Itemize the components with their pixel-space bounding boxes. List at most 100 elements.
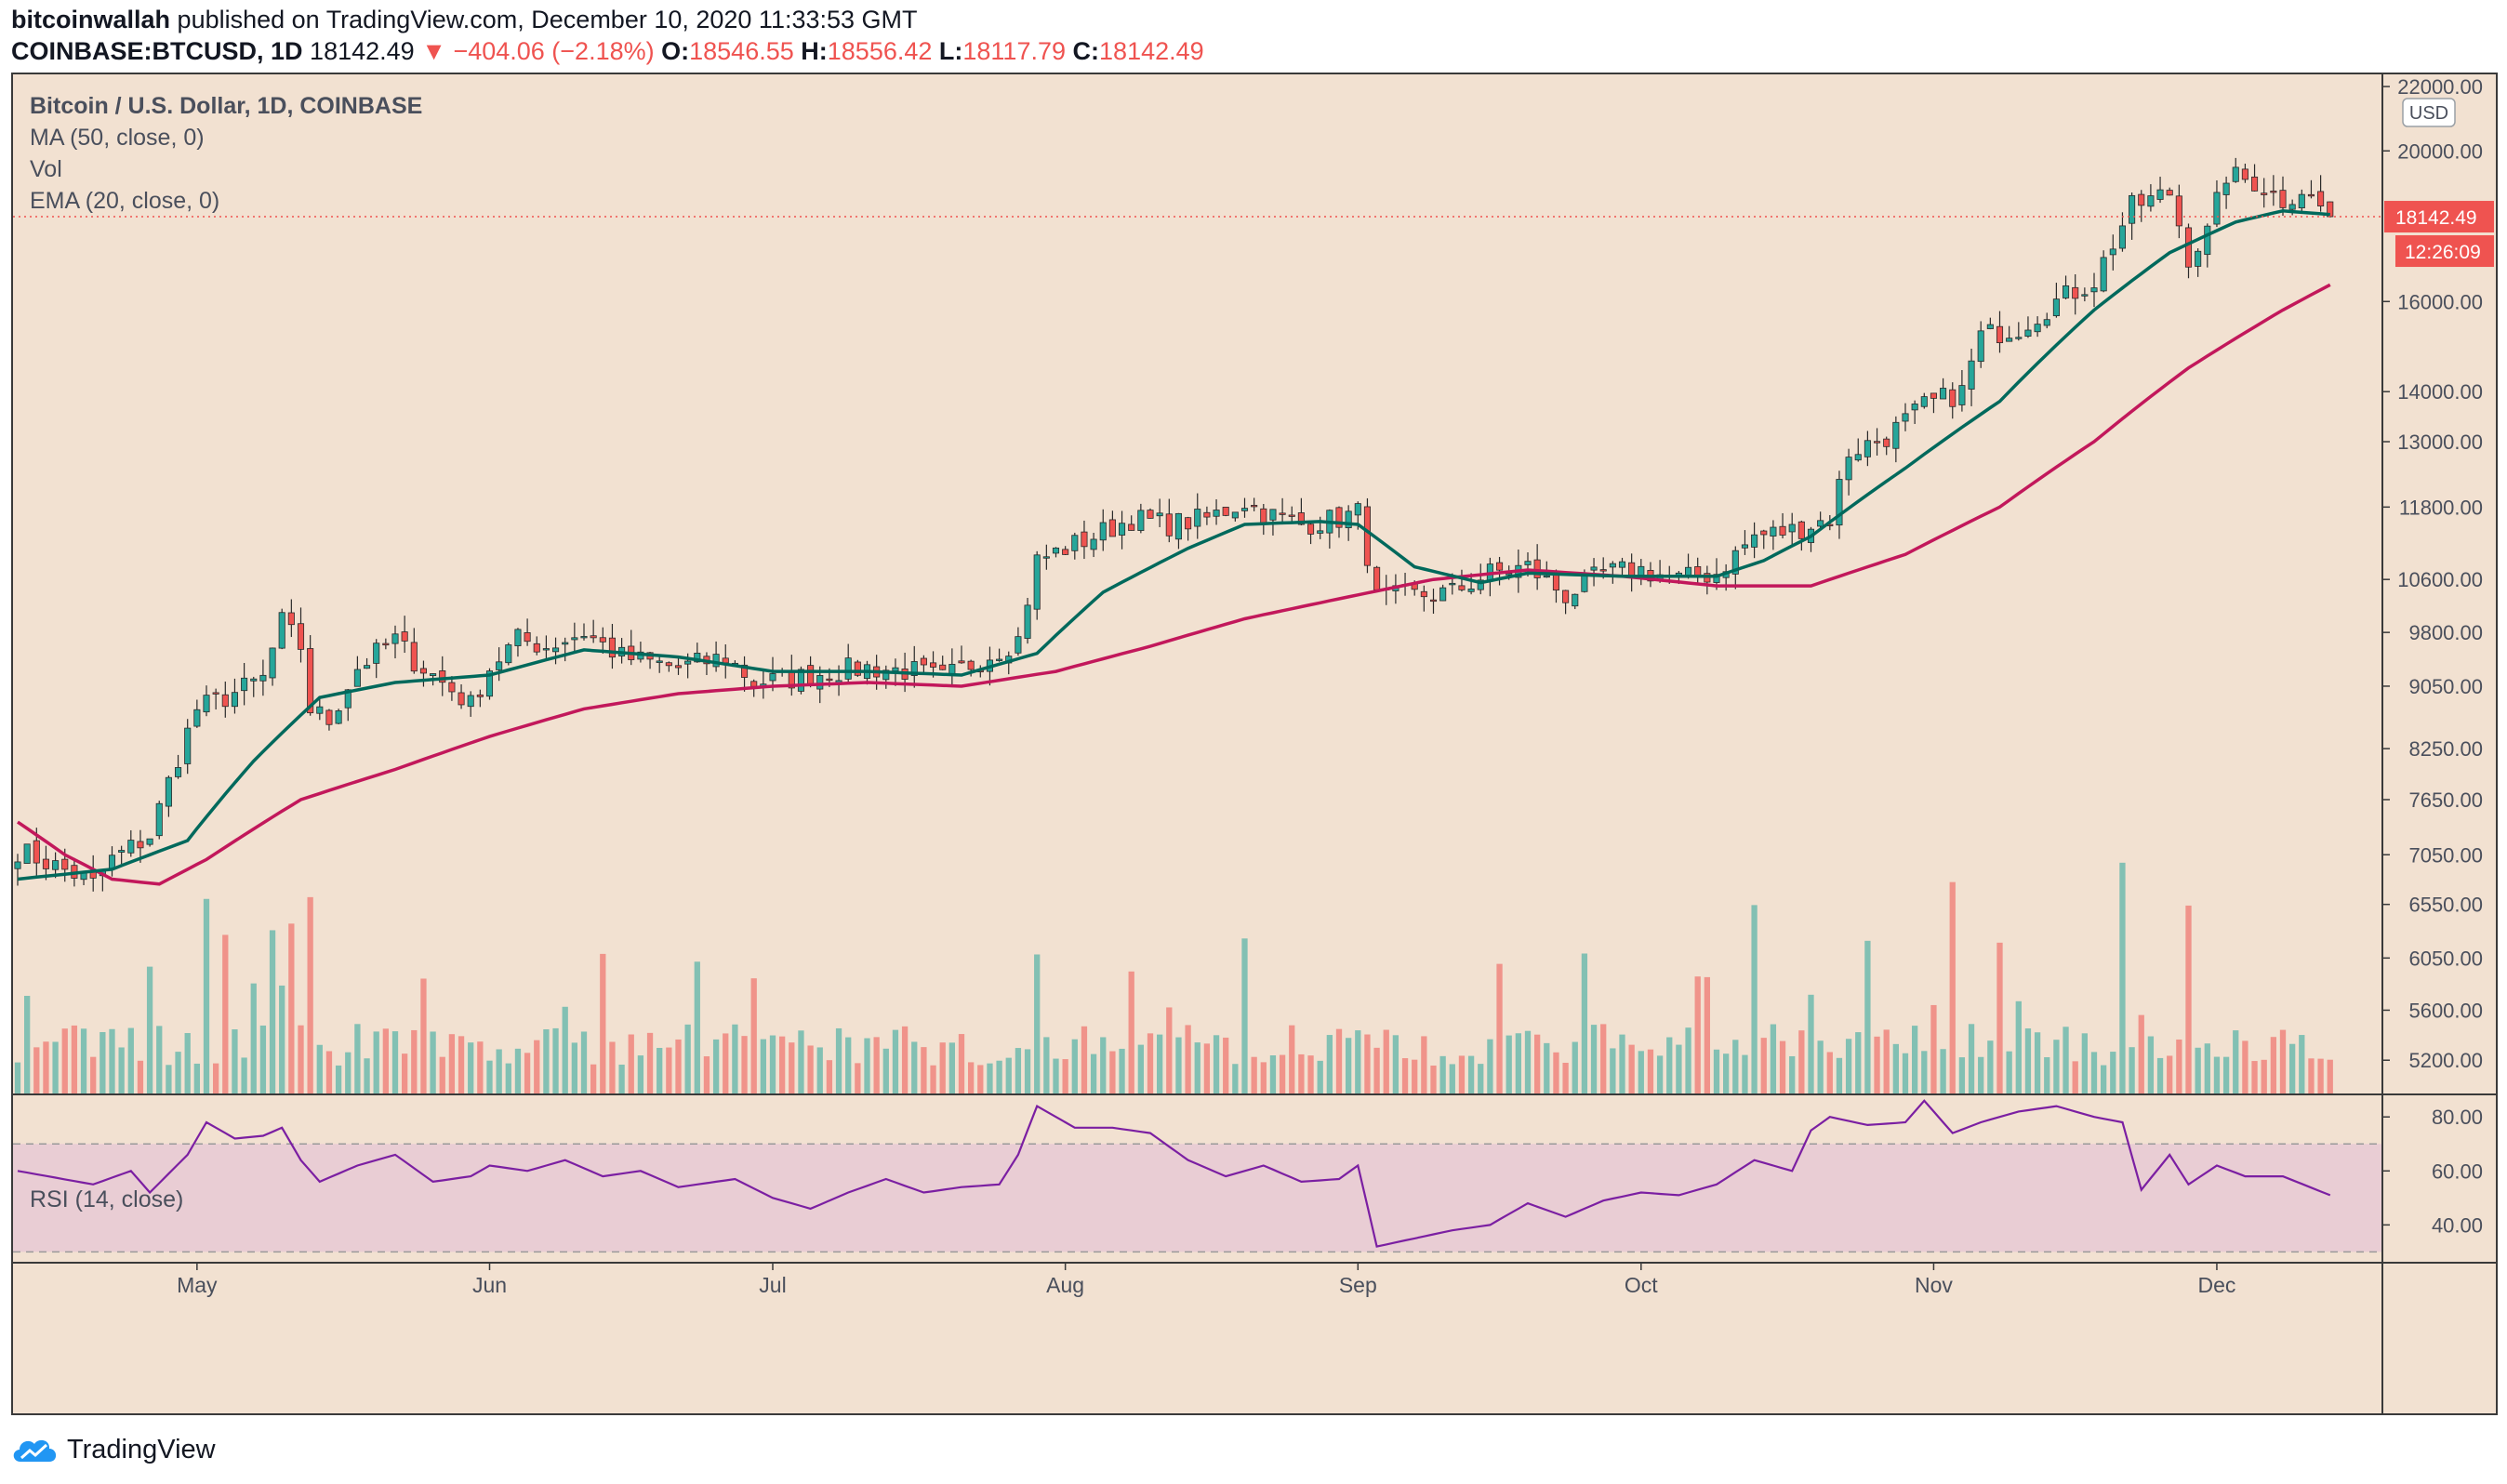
publish-header: bitcoinwallah published on TradingView.c…	[11, 6, 918, 34]
candle	[712, 654, 720, 668]
candle	[175, 767, 182, 777]
volume-bar	[675, 1039, 682, 1093]
volume-bar	[741, 1036, 748, 1093]
tradingview-logo[interactable]: TradingView	[9, 1434, 216, 1465]
candle	[80, 872, 87, 881]
candle	[1731, 550, 1739, 575]
candle	[430, 673, 437, 677]
author-name[interactable]: bitcoinwallah	[11, 6, 171, 33]
candle	[476, 694, 484, 697]
volume-bar	[562, 1006, 568, 1093]
volume-bar	[1194, 1042, 1200, 1093]
candle	[571, 637, 578, 641]
volume-bar	[1203, 1043, 1211, 1093]
volume-bar	[2242, 1040, 2248, 1093]
x-tick-label: May	[177, 1273, 218, 1297]
candle	[1090, 538, 1097, 550]
rsi-line[interactable]	[17, 1099, 2331, 1248]
currency-badge-box	[2402, 98, 2456, 127]
volume-bar	[1581, 953, 1588, 1093]
candle	[335, 710, 342, 724]
candle	[1986, 324, 1994, 329]
candle	[2081, 294, 2089, 297]
volume-bar	[1704, 976, 1710, 1093]
volume-bar	[1958, 1057, 1966, 1093]
volume-bar	[402, 1053, 408, 1093]
candle	[344, 689, 352, 709]
countdown-tag: 12:26:09	[2405, 242, 2481, 263]
volume-bar	[61, 1028, 68, 1093]
volume-bar	[279, 985, 285, 1093]
volume-bar	[269, 930, 276, 1093]
candle	[2090, 287, 2098, 293]
candle	[533, 643, 540, 653]
price-tick-label: 9800.00	[2408, 621, 2483, 644]
volume-bar	[222, 934, 229, 1093]
legend-rsi[interactable]: RSI (14, close)	[30, 1186, 183, 1212]
volume-bar	[1269, 1055, 1277, 1093]
legend-vol[interactable]: Vol	[30, 156, 62, 182]
volume-bar	[193, 1063, 200, 1093]
chart-svg[interactable]: 22000.00 20000.00 16000.00 14000.00 13000.00…	[13, 74, 2496, 1413]
volume-bar	[1317, 1060, 1323, 1093]
candle	[1307, 523, 1315, 535]
volume-bar	[977, 1065, 984, 1093]
volume-bar	[316, 1044, 323, 1093]
volume-bar	[1968, 1024, 1975, 1093]
volume-bar	[184, 1033, 191, 1093]
volume-bar	[1279, 1054, 1286, 1093]
candle	[137, 841, 144, 849]
volume-bar	[1412, 1059, 1418, 1093]
candle	[1222, 507, 1229, 516]
price-tick-label: 6550.00	[2408, 894, 2483, 917]
close-value: 18142.49	[1099, 37, 1204, 65]
volume-bar	[1817, 1040, 1824, 1093]
legend-ma[interactable]: MA (50, close, 0)	[30, 125, 205, 151]
ma50-line[interactable]	[17, 283, 2331, 886]
price-tick-label: 20000.00	[2397, 139, 2483, 163]
volume-bar	[2090, 1052, 2098, 1093]
volume-bar	[1685, 1027, 1691, 1093]
volume-bar	[1779, 1040, 1786, 1093]
volume-bar	[364, 1058, 370, 1093]
volume-bar	[250, 983, 257, 1093]
candle	[2129, 194, 2136, 224]
candle	[410, 642, 418, 672]
candle	[948, 664, 956, 674]
volume-bar	[420, 978, 427, 1093]
chart-frame[interactable]: 22000.00 20000.00 16000.00 14000.00 13000.00…	[11, 73, 2498, 1415]
ema20-line[interactable]	[17, 209, 2330, 881]
volume-bar	[1751, 905, 1758, 1093]
candle	[1911, 404, 1918, 411]
volume-bar	[1034, 954, 1041, 1093]
candle	[1977, 330, 1984, 363]
volume-bar	[345, 1052, 352, 1093]
candle	[930, 662, 937, 668]
volume-bar	[789, 1042, 795, 1093]
candle	[1345, 510, 1352, 529]
volume-bar	[468, 1042, 474, 1093]
candle	[1194, 509, 1201, 527]
candle	[307, 648, 314, 714]
chart-legend: Bitcoin / U.S. Dollar, 1D, COINBASE MA (…	[30, 93, 422, 1212]
candle	[769, 673, 776, 682]
x-tick-label: Jun	[472, 1273, 507, 1297]
currency-badge[interactable]: USD	[2409, 103, 2448, 124]
volume-bar	[732, 1024, 738, 1093]
candle	[1213, 510, 1220, 517]
candle	[1081, 531, 1088, 548]
volume-bar	[657, 1047, 663, 1093]
volume-bar	[2138, 1014, 2144, 1093]
candle	[1279, 512, 1286, 515]
candle	[1713, 574, 1720, 583]
volume-bar	[712, 1039, 720, 1093]
candle	[458, 692, 465, 706]
volume-bar	[1978, 1056, 1984, 1093]
volume-bar	[439, 1056, 445, 1093]
candle	[741, 664, 749, 678]
candle	[52, 860, 60, 870]
low-label: L:	[938, 37, 963, 65]
legend-ema[interactable]: EMA (20, close, 0)	[30, 188, 219, 214]
volume-bar	[90, 1056, 97, 1093]
volume-bar	[552, 1027, 559, 1093]
